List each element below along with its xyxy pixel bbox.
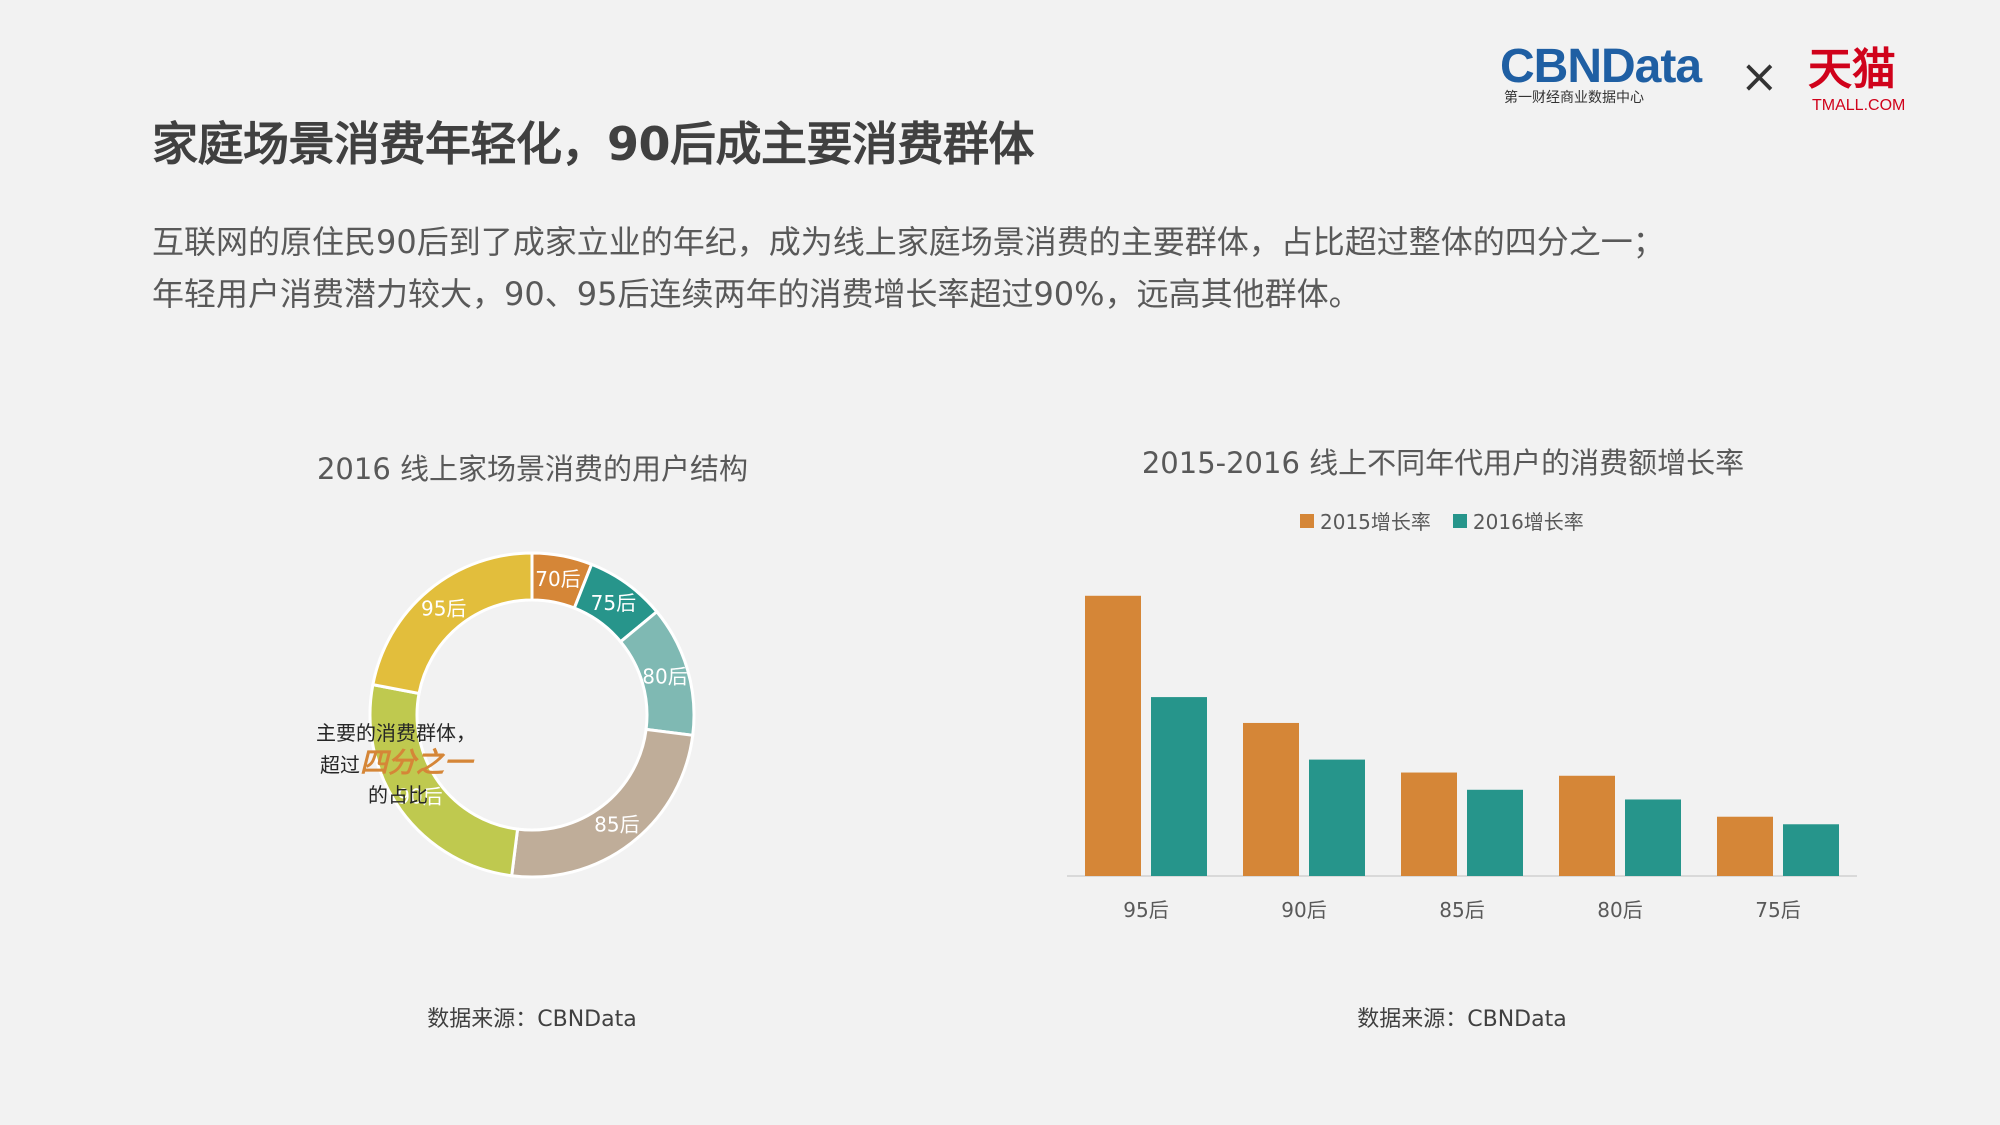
description-line: 年轻用户消费潜力较大，90、95后连续两年的消费增长率超过90%，远高其他群体。 [152, 275, 1361, 313]
x-tick-label: 95后 [1123, 898, 1168, 922]
cbndata-logo: CBNData [1500, 40, 1702, 93]
donut-label-95后: 95后 [421, 596, 466, 620]
bar-80后-2015增长率 [1559, 775, 1615, 876]
bar-75后-2015增长率 [1717, 816, 1773, 876]
callout-prefix: 超过 [320, 753, 360, 777]
tmall-logo-subtitle: TMALL.COM [1812, 97, 1905, 114]
description-line: 互联网的原住民90后到了成家立业的年纪，成为线上家庭场景消费的主要群体，占比超过… [152, 223, 1665, 261]
legend-swatch-2016 [1452, 513, 1467, 528]
donut-label-75后: 75后 [591, 591, 636, 615]
cbndata-logo-subtitle: 第一财经商业数据中心 [1504, 89, 1644, 106]
bar-chart-title: 2015-2016 线上不同年代用户的消费额增长率 [1141, 446, 1745, 480]
bar-75后-2016增长率 [1783, 824, 1839, 876]
legend-item-2015: 2015增长率 [1300, 506, 1431, 535]
x-tick-label: 90后 [1281, 898, 1326, 922]
bar-95后-2016增长率 [1151, 697, 1207, 876]
x-tick-label: 80后 [1597, 898, 1642, 922]
page-title: 家庭场景消费年轻化，90后成主要消费群体 [152, 117, 1035, 171]
callout-line: 的占比 [368, 783, 428, 807]
legend-item-2016: 2016增长率 [1452, 506, 1584, 535]
callout-line: 主要的消费群体， [316, 721, 476, 745]
tmall-logo: 天猫 [1808, 44, 1896, 95]
donut-label-90后: 90后 [397, 784, 442, 808]
donut-slice-95后 [371, 551, 534, 696]
bar-85后-2015增长率 [1401, 772, 1457, 876]
callout-emphasis: 四分之一 [360, 746, 473, 779]
data-source-left: 数据来源：CBNData [427, 1007, 637, 1032]
bar-90后-2015增长率 [1243, 722, 1299, 876]
legend-swatch-2015 [1300, 513, 1314, 528]
bar-90后-2016增长率 [1309, 759, 1365, 876]
description: 互联网的原住民90后到了成家立业的年纪，成为线上家庭场景消费的主要群体，占比超过… [152, 216, 1665, 320]
legend-label-2015: 2015增长率 [1320, 510, 1431, 534]
x-tick-label: 85后 [1439, 898, 1484, 922]
times-icon: × [1740, 49, 1779, 103]
donut-callout: 主要的消费群体， 超过四分之一 的占比 [300, 718, 560, 810]
brand-logos: CBNData 第一财经商业数据中心 × 天猫 TMALL.COM [1500, 40, 1910, 120]
bar-85后-2016增长率 [1467, 789, 1523, 876]
x-tick-label: 75后 [1755, 898, 1800, 922]
bar-chart-legend: 2015增长率 2016增长率 [1300, 506, 1584, 535]
bar-95后-2015增长率 [1085, 595, 1141, 876]
donut-chart-title: 2016 线上家场景消费的用户结构 [316, 452, 749, 486]
bar-80后-2016增长率 [1625, 799, 1681, 876]
data-source-right: 数据来源：CBNData [1357, 1007, 1567, 1032]
callout-line: 超过四分之一 [300, 748, 560, 780]
donut-label-85后: 85后 [594, 812, 639, 836]
donut-label-80后: 80后 [642, 664, 687, 688]
legend-label-2016: 2016增长率 [1472, 510, 1584, 534]
donut-label-70后: 70后 [535, 567, 580, 591]
